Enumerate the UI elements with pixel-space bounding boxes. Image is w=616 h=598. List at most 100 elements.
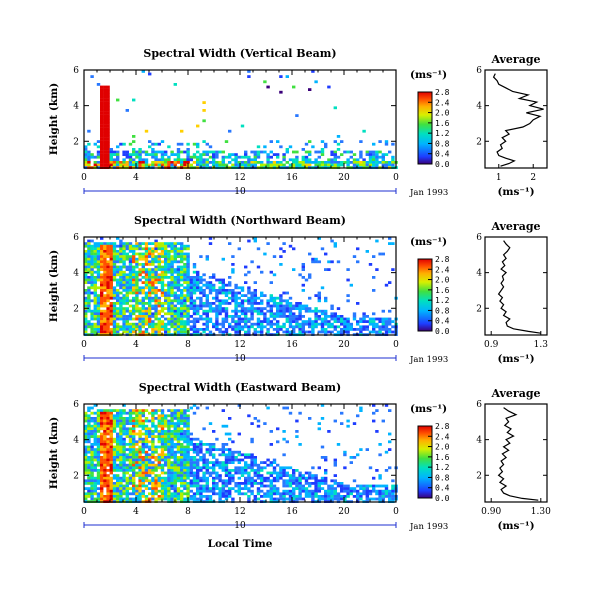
day-label: 10	[234, 354, 246, 364]
average-y-tick-label: 6	[476, 400, 482, 410]
colorbar-tick-label: 2.4	[435, 432, 450, 441]
colorbar-tick-label: 1.6	[435, 286, 450, 295]
x-tick-label: 20	[338, 173, 350, 183]
x-tick-label: 4	[133, 173, 139, 183]
colorbar-tick-label: 0.4	[435, 317, 450, 326]
panel-title: Spectral Width (Northward Beam)	[134, 214, 346, 227]
colorbar-tick-label: 0.4	[435, 484, 450, 493]
y-tick-label: 6	[73, 400, 79, 410]
y-axis-label: Height (km)	[48, 250, 60, 322]
x-axis-label: Local Time	[208, 538, 273, 550]
x-tick-label: 12	[234, 340, 245, 350]
colorbar-unit: (ms⁻¹)	[410, 69, 447, 81]
average-x-label: (ms⁻¹)	[497, 520, 534, 532]
x-tick-label: 0	[393, 173, 399, 183]
heatmap-cells	[84, 404, 398, 503]
x-tick-label: 16	[286, 507, 298, 517]
x-tick-label: 20	[338, 340, 350, 350]
y-tick-label: 4	[73, 436, 79, 446]
average-profile-line	[497, 240, 541, 334]
average-y-tick-label: 2	[476, 471, 482, 481]
panel-1: Spectral Width (Northward Beam) Height (k…	[48, 214, 548, 365]
panel-2: Spectral Width (Eastward Beam) Height (km…	[48, 381, 551, 532]
x-tick-label: 8	[185, 173, 191, 183]
colorbar-tick-label: 2.0	[435, 109, 450, 118]
x-tick-label: 0	[81, 340, 87, 350]
x-tick-label: 0	[393, 507, 399, 517]
x-tick-label: 20	[338, 507, 350, 517]
colorbar-tick-label: 1.2	[435, 129, 450, 138]
figure-footer: Local Time	[208, 538, 273, 550]
heatmap-cells	[84, 237, 398, 336]
panel-0: Spectral Width (Vertical Beam) Height (km…	[48, 47, 548, 198]
colorbar	[417, 425, 433, 499]
average-profile-line	[497, 407, 539, 501]
panels-layer: Spectral Width (Vertical Beam) Height (km…	[48, 47, 551, 532]
average-y-tick-label: 6	[476, 66, 482, 76]
colorbar-tick-label: 2.8	[435, 88, 450, 97]
x-tick-label: 12	[234, 507, 245, 517]
x-tick-label: 0	[81, 507, 87, 517]
date-label: Jan 1993	[409, 522, 448, 532]
average-x-tick-label: 1.3	[534, 340, 549, 350]
date-label: Jan 1993	[409, 355, 448, 365]
x-tick-label: 8	[185, 507, 191, 517]
x-tick-label: 8	[185, 340, 191, 350]
x-tick-label: 16	[286, 173, 298, 183]
colorbar-tick-label: 0.8	[435, 473, 450, 482]
average-y-tick-label: 4	[476, 436, 482, 446]
average-title: Average	[490, 220, 540, 233]
average-frame	[484, 69, 548, 169]
y-axis-label: Height (km)	[48, 417, 60, 489]
average-y-tick-label: 6	[476, 233, 482, 243]
average-y-tick-label: 2	[476, 137, 482, 147]
colorbar-tick-label: 1.6	[435, 119, 450, 128]
average-x-label: (ms⁻¹)	[497, 186, 534, 198]
y-tick-label: 4	[73, 102, 79, 112]
colorbar-tick-label: 0.0	[435, 494, 450, 503]
average-profile-line	[492, 73, 544, 167]
average-y-tick-label: 4	[476, 269, 482, 279]
average-x-tick-label: 0.9	[484, 340, 499, 350]
y-tick-label: 2	[73, 304, 79, 314]
y-tick-label: 4	[73, 269, 79, 279]
average-title: Average	[490, 387, 540, 400]
colorbar-tick-label: 2.0	[435, 443, 450, 452]
day-label: 10	[234, 187, 246, 197]
x-tick-label: 16	[286, 340, 298, 350]
colorbar-tick-label: 2.4	[435, 98, 450, 107]
panel-title: Spectral Width (Vertical Beam)	[143, 47, 336, 60]
average-x-tick-label: 1	[496, 173, 502, 183]
colorbar-tick-label: 0.0	[435, 327, 450, 336]
x-tick-label: 0	[81, 173, 87, 183]
day-label: 10	[234, 521, 246, 531]
colorbar-tick-label: 0.4	[435, 150, 450, 159]
colorbar	[417, 91, 433, 165]
colorbar-unit: (ms⁻¹)	[410, 236, 447, 248]
colorbar-tick-label: 1.2	[435, 296, 450, 305]
average-frame	[484, 236, 548, 336]
average-x-tick-label: 0.90	[481, 507, 501, 517]
x-tick-label: 4	[133, 507, 139, 517]
x-tick-label: 4	[133, 340, 139, 350]
x-tick-label: 12	[234, 173, 245, 183]
heatmap-cells	[84, 70, 398, 169]
y-tick-label: 6	[73, 66, 79, 76]
average-frame	[484, 403, 548, 503]
colorbar-tick-label: 2.4	[435, 265, 450, 274]
average-x-tick-label: 1.30	[531, 507, 551, 517]
x-tick-label: 0	[393, 340, 399, 350]
date-label: Jan 1993	[409, 188, 448, 198]
colorbar-tick-label: 2.8	[435, 422, 450, 431]
colorbar-tick-label: 1.6	[435, 453, 450, 462]
colorbar-unit: (ms⁻¹)	[410, 403, 447, 415]
y-axis-label: Height (km)	[48, 83, 60, 155]
average-x-label: (ms⁻¹)	[497, 353, 534, 365]
colorbar-tick-label: 0.8	[435, 306, 450, 315]
colorbar	[417, 258, 433, 332]
average-y-tick-label: 2	[476, 304, 482, 314]
colorbar-tick-label: 2.8	[435, 255, 450, 264]
average-y-tick-label: 4	[476, 102, 482, 112]
y-tick-label: 2	[73, 471, 79, 481]
